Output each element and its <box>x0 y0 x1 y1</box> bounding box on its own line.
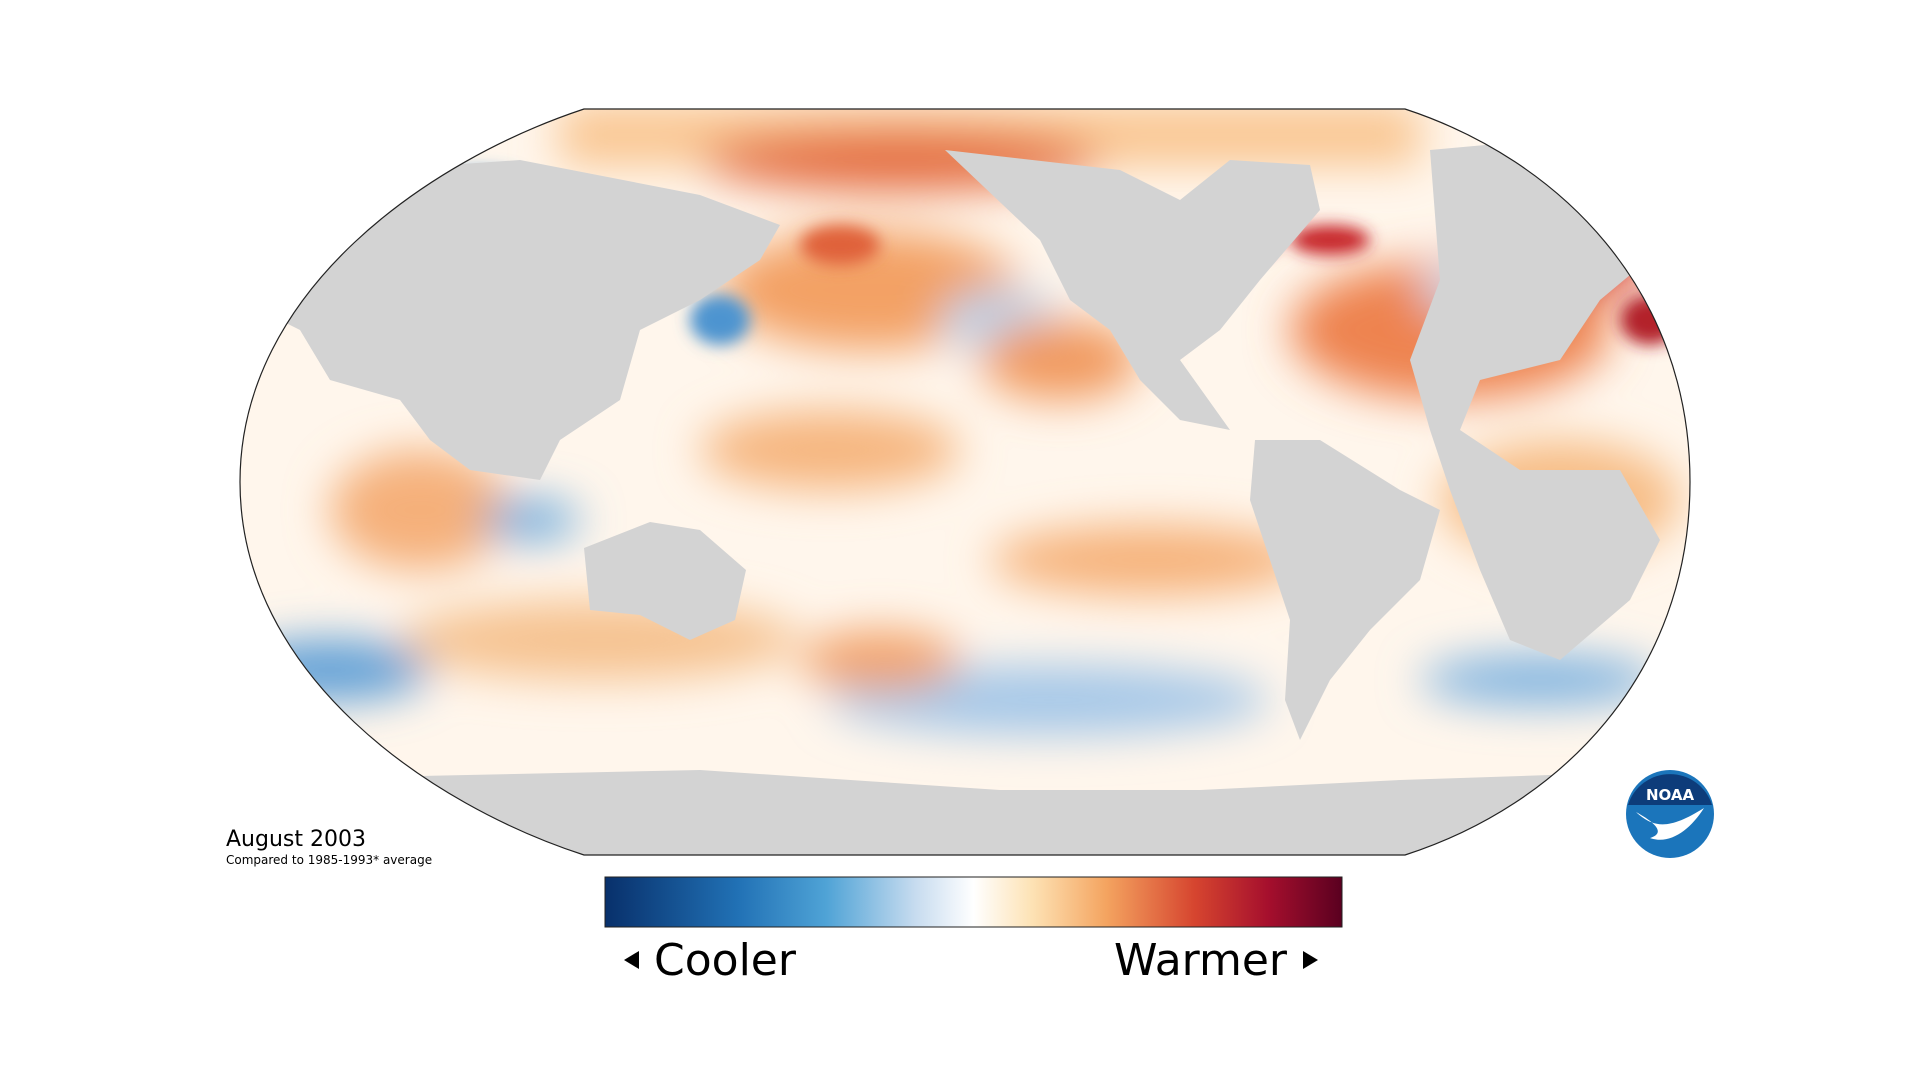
color-bar <box>604 876 1343 928</box>
warmer-arrow <box>1303 951 1318 969</box>
land <box>240 140 1690 855</box>
logo-top <box>1628 774 1712 805</box>
logo-bird <box>1636 808 1704 840</box>
cooler-arrow <box>624 951 639 969</box>
map-date: August 2003 <box>226 827 366 852</box>
noaa-logo: NOAA <box>1626 770 1714 858</box>
map-note: Compared to 1985-1993* average <box>226 853 432 867</box>
map <box>240 109 1690 855</box>
logo-text: NOAA <box>1646 786 1695 804</box>
legend-high: Warmer <box>1114 935 1288 986</box>
legend-low: Cooler <box>654 935 797 986</box>
map-outline <box>239 108 1691 856</box>
